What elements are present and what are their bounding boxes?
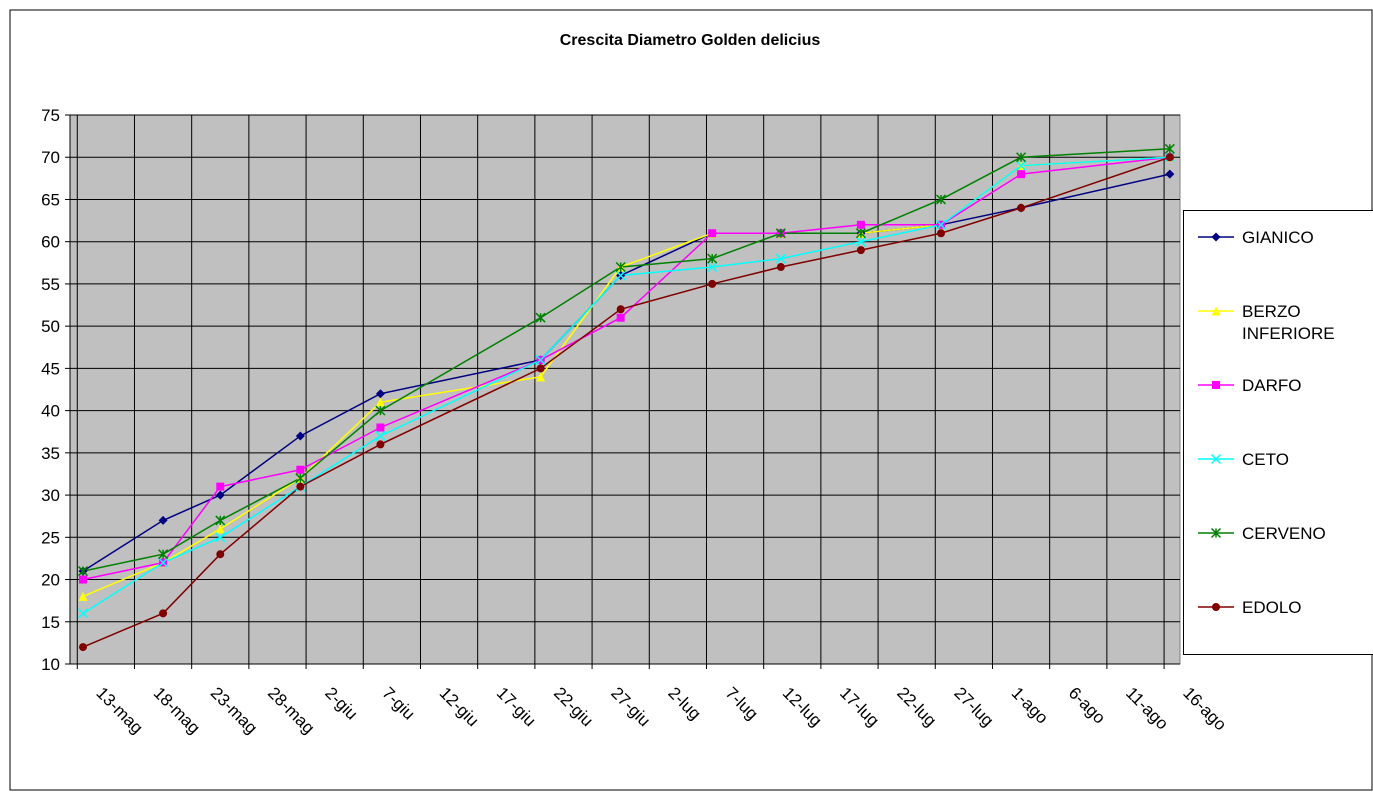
- legend-swatch: [1198, 232, 1234, 242]
- y-tick-label: 10: [41, 655, 60, 674]
- y-tick-label: 15: [41, 613, 60, 632]
- marker: [216, 482, 225, 491]
- marker: [708, 279, 717, 288]
- marker: [1165, 169, 1175, 179]
- marker: [1212, 603, 1220, 611]
- marker: [158, 549, 169, 560]
- legend-swatch: [1198, 527, 1234, 539]
- marker: [1165, 153, 1174, 162]
- legend-swatch: [1198, 453, 1234, 465]
- y-tick-label: 25: [41, 528, 60, 547]
- legend-label: EDOLO: [1242, 598, 1302, 617]
- y-tick-label: 75: [41, 106, 60, 125]
- legend-item: CETO: [1196, 449, 1367, 471]
- marker: [216, 550, 225, 559]
- marker: [158, 557, 169, 568]
- marker: [775, 253, 786, 264]
- marker: [215, 524, 225, 534]
- legend-label: DARFO: [1242, 376, 1302, 395]
- marker: [77, 608, 89, 619]
- marker: [1017, 170, 1026, 179]
- marker: [707, 253, 718, 264]
- marker: [296, 482, 305, 491]
- marker: [536, 372, 546, 382]
- legend-swatch: [1198, 381, 1234, 389]
- y-tick-label: 20: [41, 571, 60, 590]
- legend-swatch: [1198, 603, 1234, 611]
- plot-area: [69, 114, 1181, 665]
- legend-item: CERVENO: [1196, 523, 1367, 545]
- legend-label: BERZO INFERIORE: [1242, 302, 1335, 343]
- marker: [78, 591, 88, 601]
- marker: [776, 263, 785, 272]
- marker: [1016, 160, 1027, 171]
- marker: [855, 228, 866, 239]
- y-tick-label: 60: [41, 233, 60, 252]
- marker: [937, 229, 945, 238]
- marker: [295, 473, 306, 484]
- marker: [1211, 306, 1221, 316]
- marker: [536, 364, 545, 373]
- y-tick-label: 35: [41, 444, 60, 463]
- legend-swatch: [1198, 306, 1234, 316]
- marker: [935, 194, 947, 205]
- legend-item: GIANICO: [1196, 227, 1367, 249]
- marker: [215, 515, 226, 526]
- marker: [707, 262, 718, 273]
- marker: [775, 228, 786, 239]
- marker: [375, 389, 385, 399]
- marker: [296, 465, 305, 474]
- marker: [616, 305, 625, 314]
- marker: [77, 566, 89, 577]
- chart-title: Crescita Diametro Golden delicius: [560, 32, 821, 49]
- legend-item: BERZO INFERIORE: [1196, 301, 1367, 345]
- legend-label: CERVENO: [1242, 524, 1326, 543]
- marker: [615, 270, 626, 281]
- y-tick-label: 65: [41, 190, 60, 209]
- legend-item: EDOLO: [1196, 597, 1367, 619]
- marker: [856, 246, 865, 255]
- y-tick-label: 55: [41, 275, 60, 294]
- marker: [1164, 143, 1175, 154]
- marker: [79, 643, 87, 652]
- marker: [1211, 232, 1221, 242]
- marker: [708, 229, 717, 238]
- marker: [856, 220, 865, 229]
- y-tick-label: 30: [41, 486, 60, 505]
- marker: [375, 430, 386, 441]
- marker: [535, 312, 546, 323]
- marker: [1210, 453, 1222, 465]
- marker: [159, 609, 168, 618]
- marker: [1017, 203, 1026, 212]
- legend: GIANICO BERZO INFERIORE DARFO CETO CERVENO ED…: [1183, 210, 1373, 655]
- legend-item: DARFO: [1196, 375, 1367, 397]
- marker: [376, 440, 385, 449]
- y-tick-label: 40: [41, 402, 60, 421]
- marker: [1212, 381, 1220, 389]
- marker: [158, 515, 168, 525]
- marker: [295, 431, 305, 441]
- marker: [79, 575, 87, 584]
- legend-label: CETO: [1242, 450, 1289, 469]
- marker: [375, 405, 386, 416]
- y-tick-label: 45: [41, 359, 60, 378]
- marker: [215, 490, 225, 500]
- marker: [615, 262, 626, 273]
- marker: [535, 354, 546, 365]
- marker: [376, 423, 385, 432]
- marker: [1210, 527, 1222, 539]
- legend-label: GIANICO: [1242, 228, 1314, 247]
- marker: [935, 219, 947, 230]
- marker: [375, 397, 385, 407]
- marker: [855, 236, 866, 247]
- marker: [616, 313, 625, 322]
- marker: [1016, 152, 1027, 163]
- marker: [215, 532, 226, 543]
- y-tick-label: 70: [41, 148, 60, 167]
- y-tick-label: 50: [41, 317, 60, 336]
